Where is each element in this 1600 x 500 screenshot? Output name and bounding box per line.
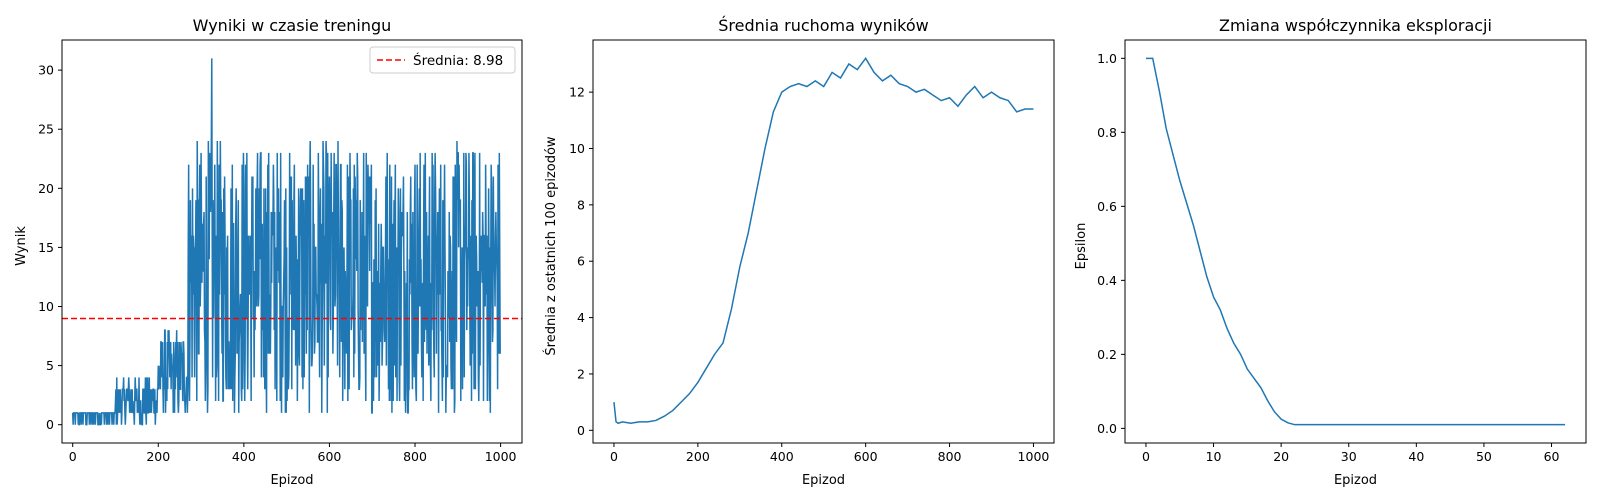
- plot-frame: [1124, 39, 1587, 444]
- y-tick-label: 8: [577, 197, 585, 212]
- series-line: [1145, 57, 1566, 426]
- x-tick-label: 600: [854, 449, 878, 464]
- y-tick-label: 20: [38, 181, 54, 196]
- y-axis-label: Epsilon: [1074, 223, 1089, 270]
- y-tick-label: 4: [577, 310, 585, 325]
- chart-title: Wyniki w czasie treningu: [193, 16, 392, 35]
- y-tick-label: 15: [38, 240, 54, 255]
- x-tick-label: 400: [770, 449, 794, 464]
- x-tick-label: 50: [1476, 449, 1492, 464]
- y-tick-label: 2: [577, 366, 585, 381]
- y-axis-label: Średnia z ostatnich 100 epizodów: [543, 136, 559, 356]
- y-tick-label: 10: [569, 141, 585, 156]
- x-tick-label: 20: [1273, 449, 1289, 464]
- x-tick-label: 800: [403, 449, 427, 464]
- y-tick-label: 12: [569, 85, 585, 100]
- y-axis-label: Wynik: [14, 226, 29, 266]
- y-tick-label: 0: [46, 417, 54, 432]
- x-tick-label: 1000: [485, 449, 517, 464]
- x-tick-label: 200: [146, 449, 170, 464]
- x-axis-label: Epizod: [802, 473, 845, 488]
- plot-frame: [61, 39, 523, 444]
- x-tick-label: 200: [686, 449, 710, 464]
- legend-box: [369, 46, 516, 74]
- chart-moving-average: Średnia ruchoma wyników Epizod Średnia z…: [543, 16, 1055, 488]
- x-tick-label: 40: [1408, 449, 1424, 464]
- x-axis-label: Epizod: [270, 473, 313, 488]
- y-tick-label: 0: [577, 423, 585, 438]
- y-tick-label: 10: [38, 299, 54, 314]
- y-tick-label: 1.0: [1097, 51, 1117, 66]
- y-tick-label: 0.2: [1097, 347, 1117, 362]
- y-tick-label: 0.6: [1097, 199, 1117, 214]
- x-tick-label: 30: [1341, 449, 1357, 464]
- y-tick-label: 6: [577, 254, 585, 269]
- y-tick-label: 0.8: [1097, 125, 1117, 140]
- y-tick-label: 5: [46, 358, 54, 373]
- y-tick-label: 0.0: [1097, 421, 1117, 436]
- y-tick-label: 0.4: [1097, 273, 1117, 288]
- legend: Średnia: 8.98: [369, 46, 516, 74]
- x-tick-label: 800: [938, 449, 962, 464]
- y-tick-label: 25: [38, 122, 54, 137]
- x-tick-label: 60: [1544, 449, 1560, 464]
- y-tick-label: 30: [38, 63, 54, 78]
- legend-label: Średnia: 8.98: [413, 51, 503, 69]
- chart-epsilon: Zmiana współczynnika eksploracji Epizod …: [1074, 16, 1587, 488]
- x-axis-label: Epizod: [1334, 473, 1377, 488]
- x-tick-label: 400: [232, 449, 256, 464]
- x-tick-label: 600: [318, 449, 342, 464]
- chart-title: Średnia ruchoma wyników: [718, 16, 929, 35]
- x-tick-label: 0: [69, 449, 77, 464]
- x-tick-label: 10: [1206, 449, 1222, 464]
- series-line: [613, 56, 1034, 425]
- x-tick-label: 1000: [1018, 449, 1050, 464]
- x-tick-label: 0: [1142, 449, 1150, 464]
- chart-scores: Wyniki w czasie treningu Epizod Wynik Śr…: [14, 16, 523, 488]
- chart-title: Zmiana współczynnika eksploracji: [1219, 16, 1492, 35]
- plot-frame: [592, 39, 1055, 444]
- series-line: [71, 58, 501, 426]
- x-tick-label: 0: [610, 449, 618, 464]
